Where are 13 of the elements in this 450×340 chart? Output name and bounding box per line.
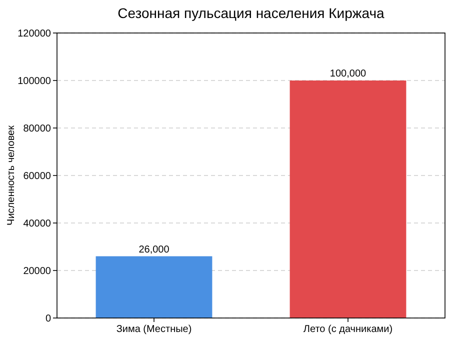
x-tick-label: Зима (Местные) [116, 324, 192, 335]
y-tick-label: 40000 [23, 218, 52, 230]
chart-title: Сезонная пульсация населения Киржача [118, 5, 385, 21]
y-tick-label: 0 [45, 314, 52, 324]
x-tick-label: Лето (с дачниками) [303, 324, 393, 335]
y-tick-label: 120000 [18, 28, 52, 40]
y-tick-label: 80000 [23, 124, 52, 134]
y-axis-title: Численность человек [6, 124, 17, 226]
data-label: 26,000 [138, 244, 170, 256]
data-label: 100,000 [330, 68, 367, 80]
y-tick-label: 100000 [18, 76, 52, 87]
y-tick-label: 60000 [23, 171, 52, 182]
y-tick-label: 20000 [23, 266, 52, 277]
